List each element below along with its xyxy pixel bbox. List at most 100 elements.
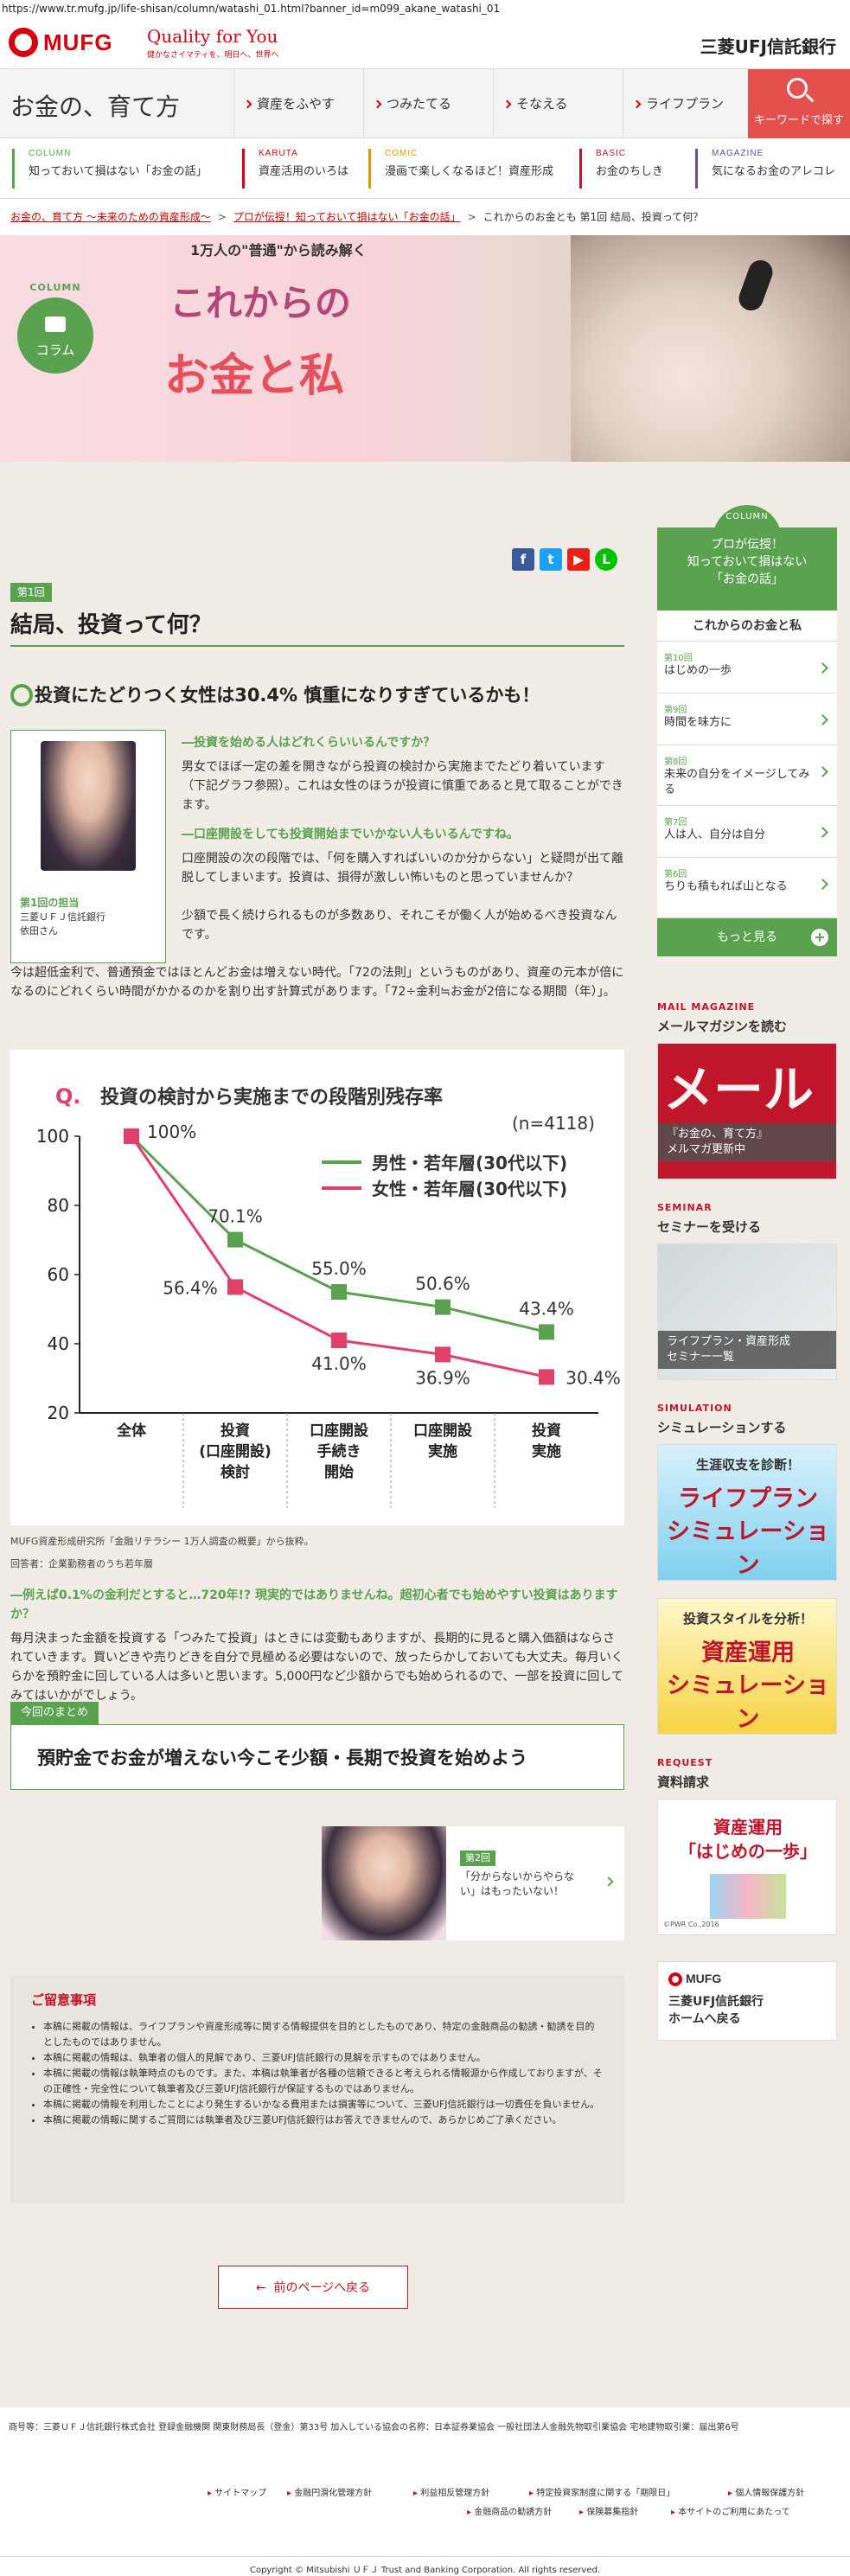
chart-source: MUFG資産形成研究所「金融リテラシー 1万人調査の概要」から抜粋。 [10, 1536, 314, 1547]
sidebar-column-header[interactable]: COLUMN プロが伝授！ 知っておいて損はない 「お金の話」 [657, 505, 837, 610]
summary-tag: 今回のまとめ [10, 1702, 99, 1724]
mufg-logo-icon[interactable] [9, 28, 38, 57]
sidebar-item-ep9[interactable]: 第9回 時間を味方に [657, 694, 837, 745]
seminar-section-title: セミナーを受ける [657, 1219, 762, 1235]
sidebar-item-ep10[interactable]: 第10回 はじめの一歩 [657, 642, 837, 694]
sidebar-more-button[interactable]: もっと見る + [657, 918, 837, 956]
twitter-share-icon[interactable]: t [540, 548, 562, 571]
x-tick-label: 投資 [532, 1422, 561, 1440]
mail-magazine-banner[interactable]: メール 『お金の、育て方』 メルマガ更新中 [657, 1043, 837, 1179]
summary-text: 預貯金でお金が増えない今こそ少額・長期で投資を始めよう [10, 1724, 624, 1790]
chart-note: (n=4118) [512, 1113, 595, 1134]
mail-banner-strip: 『お金の、育て方』 メルマガ更新中 [658, 1123, 836, 1161]
data-point [331, 1284, 347, 1300]
subnav-basic[interactable]: BASIC お金のちしき [579, 149, 683, 189]
facebook-share-icon[interactable]: f [512, 548, 534, 571]
sidebar-more-label: もっと見る [717, 930, 777, 944]
footer-link-solicitation[interactable]: 金融商品の勧誘方針 [467, 2504, 552, 2517]
hero-title-1: これからの [169, 282, 352, 324]
nav-item-prepare[interactable]: そなえる [493, 69, 623, 138]
brochure-request-banner[interactable]: 資産運用 「はじめの一歩」 ©PWR Co.,2016 [657, 1799, 837, 1935]
footer-link-terms[interactable]: 本サイトのご利用にあたって [671, 2504, 790, 2517]
x-tick-label: 口座開設 [413, 1422, 473, 1440]
data-label: 70.1% [208, 1206, 263, 1227]
breadcrumb-current: これからのお金とも 第1回 結局、投資って何？ [483, 211, 704, 223]
subnav-comic[interactable]: COMIC 漫画で楽しくなるほど！資産形成 [368, 149, 567, 189]
seminar-banner[interactable]: ライフプラン・資産形成 セミナー一覧 [657, 1243, 837, 1380]
legend-label: 女性・若年層(30代以下) [372, 1179, 567, 1199]
article-main: f t ▶ L 第1回 結局、投資って何？ 投資にたどりつく女性は30.4% 慎… [10, 500, 624, 2350]
caution-item: 本稿に掲載の情報は、ライフプランや資産形成等に関する情報提供を目的としたものであ… [43, 2019, 604, 2050]
bank-name-logo[interactable]: 三菱UFJ信託銀行 [700, 36, 836, 57]
subnav-en: COMIC [385, 149, 419, 158]
mufg-logo-text[interactable]: MUFG [43, 29, 113, 55]
copyright: Copyright © Mitsubishi ＵＦＪ Trust and Ban… [0, 2556, 850, 2575]
x-tick-label: 口座開設 [310, 1422, 369, 1440]
sidebar-episode-list: これからのお金と私 第10回 はじめの一歩 第9回 時間を味方に 第8回 未来の自分を… [657, 610, 837, 918]
footer-link-sitemap[interactable]: サイトマップ [208, 2485, 266, 2498]
page-body: f t ▶ L 第1回 結局、投資って何？ 投資にたどりつく女性は30.4% 慎… [0, 462, 850, 2407]
caution-item: 本稿に掲載の情報は執筆時点のものです。また、本稿は執筆者が各種の信頼できると考え… [43, 2066, 604, 2097]
nav-item-increase[interactable]: 資産をふやす [233, 69, 363, 138]
episode-label: 第1回 [10, 583, 52, 602]
subnav-magazine[interactable]: MAGAZINE 気になるお金のアレコレ [695, 149, 847, 189]
sidebar-item-title: 時間を味方に [664, 716, 732, 729]
next-episode-card[interactable]: 第2回 「分からないからやらない」はもったいない！ [322, 1826, 624, 1940]
sim1-line3: シミュレーション [667, 1518, 829, 1579]
subnav-jp: 漫画で楽しくなるほど！資産形成 [385, 165, 554, 178]
sidebar-item-ep7[interactable]: 第7回 人は人、自分は自分 [657, 806, 837, 858]
footer-link-conflict-policy[interactable]: 利益相反管理方針 [413, 2485, 489, 2498]
home-banner-logo: MUFG [686, 1972, 722, 1985]
subnav-column[interactable]: COLUMN 知っておいて損はない「お金の話」 [12, 149, 228, 189]
home-return-banner[interactable]: MUFG 三菱UFJ信託銀行 ホームへ戻る [657, 1961, 837, 2041]
footer-link-finance-policy[interactable]: 金融円滑化管理方針 [287, 2485, 372, 2498]
keyword-search-button[interactable]: キーワードで探す [748, 69, 850, 138]
browser-url-bar[interactable]: https://www.tr.mufg.jp/life-shisan/colum… [0, 0, 850, 17]
lifeplan-simulation-banner[interactable]: 生涯収支を診断！ ライフプラン シミュレーション [657, 1444, 837, 1581]
sim1-line1: 生涯収支を診断！ [695, 1457, 800, 1473]
nav-item-accumulate[interactable]: つみたてる [363, 69, 493, 138]
request-section-title: 資料請求 [657, 1774, 710, 1790]
next-episode-photo [322, 1826, 446, 1940]
breadcrumb-link-column[interactable]: プロが伝授！知っておいて損はない「お金の話」 [233, 211, 461, 223]
next-episode-title: 「分からないからやらない」はもったいない！ [460, 1870, 575, 1897]
author-org: 三菱ＵＦＪ信託銀行 [20, 911, 105, 923]
y-tick-label: 20 [48, 1403, 69, 1423]
brochure-illustration [710, 1874, 786, 1919]
book-icon [45, 316, 66, 332]
footer-link-privacy[interactable]: 個人情報保護方針 [728, 2485, 804, 2498]
line-share-icon[interactable]: L [595, 548, 617, 571]
data-label: 41.0% [311, 1353, 367, 1374]
subnav-en: MAGAZINE [712, 149, 764, 158]
asset-simulation-banner[interactable]: 投資スタイルを分析！ 資産運用 シミュレーション [657, 1598, 837, 1735]
sidebar-item-ep8[interactable]: 第8回 未来の自分をイメージしてみる [657, 745, 837, 806]
nav-item-lifeplan[interactable]: ライフプラン [623, 69, 748, 138]
sim1-line2: ライフプラン [678, 1486, 818, 1512]
simulation-section-en: SIMULATION [657, 1403, 732, 1414]
back-button[interactable]: ← 前のページへ戻る [218, 2266, 408, 2309]
sidebar: COLUMN プロが伝授！ 知っておいて損はない 「お金の話」 これからのお金と… [657, 500, 837, 2316]
subnav-karuta[interactable]: KARUTA 資産活用のいろは [242, 149, 355, 189]
answer-2c: 今は超低金利で、普通預金ではほとんどお金は増えない時代。「72の法則」というもの… [10, 966, 624, 999]
data-label: 50.6% [415, 1274, 470, 1294]
chart-respondents: 回答者：企業勤務者のうち若年層 [10, 1558, 153, 1569]
caution-item: 本稿に掲載の情報を利用したことにより発生するいかなる費用または損害等について、三… [43, 2097, 604, 2113]
survey-chart-svg: Q. 投資の検討から実施までの段階別残存率 (n=4118) 20 40 60 80 100 全… [36, 1084, 621, 1508]
breadcrumb: お金の、育て方 〜未来のための資産形成〜 > プロが伝授！知っておいて損はない「お金… [0, 199, 850, 235]
legend-label: 男性・若年層(30代以下) [372, 1153, 567, 1173]
footer-link-insurance[interactable]: 保険募集指針 [579, 2504, 638, 2517]
author-card: 第1回の担当 三菱ＵＦＪ信託銀行 依田さん [10, 730, 166, 963]
breadcrumb-link-top[interactable]: お金の、育て方 〜未来のための資産形成〜 [10, 211, 211, 223]
plus-icon: + [811, 929, 828, 946]
youtube-icon[interactable]: ▶ [567, 548, 590, 571]
site-title[interactable]: お金の、育て方 [10, 93, 181, 121]
sidebar-item-ep6[interactable]: 第6回 ちりも積もれば山となる [657, 858, 837, 918]
section-title: 投資にたどりつく女性は30.4% 慎重になりすぎているかも！ [10, 681, 540, 707]
sidebar-item-title: ちりも積もれば山となる [664, 880, 788, 893]
keyword-search-label: キーワードで探す [753, 114, 844, 127]
data-point [331, 1333, 347, 1348]
question-3: ―例えば0.1%の金利だとすると…720年!? 現実的ではありませんね。超初心者… [10, 1588, 618, 1621]
subnav-jp: 知っておいて損はない「お金の話」 [29, 165, 208, 178]
caution-box: ご留意事項 本稿に掲載の情報は、ライフプランや資産形成等に関する情報提供を目的と… [10, 1975, 624, 2203]
footer-link-investor-deadline[interactable]: 特定投資家制度に関する「期限日」 [529, 2485, 674, 2498]
